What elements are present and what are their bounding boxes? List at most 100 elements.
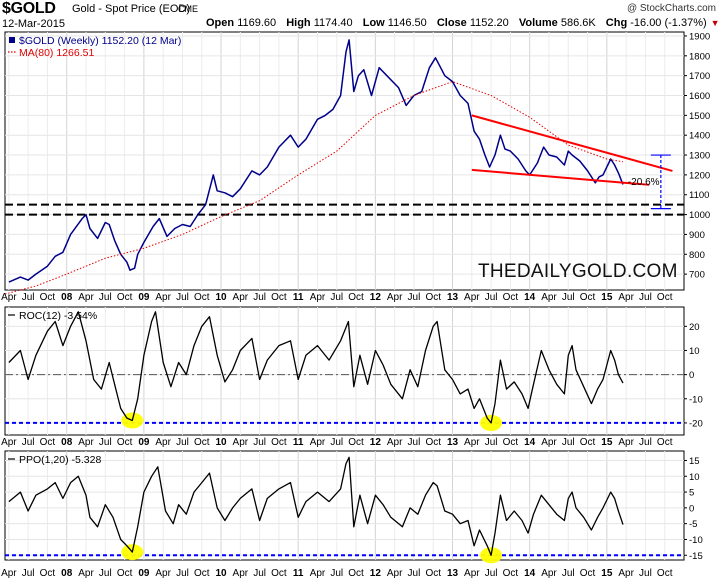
x-tick-label: Jul xyxy=(99,292,112,303)
x-tick-label: Oct xyxy=(117,568,133,579)
x-tick-label: 09 xyxy=(138,568,150,579)
x-tick-label: Apr xyxy=(155,568,171,579)
x-tick-label: Apr xyxy=(233,437,249,448)
panel-frame xyxy=(4,306,685,436)
x-tick-label: Jul xyxy=(176,568,189,579)
ppo-panel: -15 -10 -5 0 5 10 15 PPO(1,20) -5.328 xyxy=(4,450,703,564)
x-tick-label: Oct xyxy=(503,437,519,448)
x-tick-label: Oct xyxy=(40,292,56,303)
indicator-line xyxy=(8,311,624,424)
x-tick-label: 14 xyxy=(524,437,536,448)
x-tick-label: Oct xyxy=(348,568,364,579)
x-tick-label: Jul xyxy=(253,568,266,579)
chg-label: Chg xyxy=(605,17,628,29)
x-tick-label: Jul xyxy=(22,292,35,303)
x-tick-label: Jul xyxy=(330,292,343,303)
y-tick-label: -10 xyxy=(689,394,703,405)
x-tick-label: Oct xyxy=(425,437,441,448)
x-tick-label: Oct xyxy=(40,437,56,448)
open-value: 1169.60 xyxy=(237,17,277,29)
roc-panel: -20 -10 0 10 20 ROC(12) -3.54% xyxy=(4,306,703,436)
x-tick-label: 13 xyxy=(447,568,459,579)
x-tick-label: Jul xyxy=(485,437,498,448)
x-tick-label: 08 xyxy=(61,437,73,448)
x-tick-label: Apr xyxy=(541,292,557,303)
x-tick-label: 14 xyxy=(524,568,536,579)
x-tick-label: 10 xyxy=(215,292,227,303)
open-label: Open xyxy=(206,17,235,29)
x-tick-label: Apr xyxy=(541,437,557,448)
x-tick-label: Oct xyxy=(657,568,673,579)
x-tick-label: Jul xyxy=(99,437,112,448)
x-tick-label: Jul xyxy=(253,437,266,448)
x-tick-label: Apr xyxy=(233,292,249,303)
x-tick-label: Jul xyxy=(253,292,266,303)
chart-symbol: $GOLD xyxy=(2,0,56,17)
x-tick-label: 10 xyxy=(215,568,227,579)
x-tick-label: Oct xyxy=(348,292,364,303)
x-tick-label: Apr xyxy=(541,568,557,579)
x-tick-label: 09 xyxy=(138,292,150,303)
y-tick-label: 0 xyxy=(689,503,694,514)
x-tick-label: Jul xyxy=(485,292,498,303)
panel-frame xyxy=(4,450,685,561)
wedge-trendline xyxy=(471,168,650,186)
y-tick-label: 15 xyxy=(689,456,700,467)
low-value: 1146.50 xyxy=(387,17,427,29)
x-tick-label: Oct xyxy=(580,437,596,448)
x-tick-label: Jul xyxy=(408,437,421,448)
y-tick-label: 0 xyxy=(689,370,694,381)
x-tick-label: 10 xyxy=(215,437,227,448)
x-tick-label: 13 xyxy=(447,437,459,448)
percent-change-label: -20.6% xyxy=(628,177,660,188)
y-tick-label: 1700 xyxy=(689,71,710,82)
x-tick-label: Apr xyxy=(310,437,326,448)
x-tick-label: 12 xyxy=(370,568,382,579)
x-tick-label: Apr xyxy=(1,568,17,579)
y-tick-label: -20 xyxy=(689,418,703,429)
y-tick-label: 1100 xyxy=(689,190,709,201)
x-tick-label: Oct xyxy=(348,437,364,448)
x-tick-label: 12 xyxy=(370,292,382,303)
y-tick-label: -5 xyxy=(689,519,697,530)
y-tick-label: -10 xyxy=(689,535,703,546)
x-tick-label: Apr xyxy=(1,437,17,448)
y-tick-label: 1000 xyxy=(689,210,710,221)
x-tick-label: 08 xyxy=(61,568,73,579)
volume-value: 586.6K xyxy=(560,17,596,29)
x-tick-label: Apr xyxy=(155,292,171,303)
x-tick-label: Jul xyxy=(485,568,498,579)
x-tick-label: Apr xyxy=(387,292,403,303)
high-value: 1174.40 xyxy=(313,17,353,29)
x-tick-label: Jul xyxy=(22,568,35,579)
x-tick-label: Oct xyxy=(271,568,287,579)
ohlc-readout: Open 1169.60 High 1174.40 Low 1146.50 Cl… xyxy=(206,17,720,29)
x-tick-label: Apr xyxy=(233,568,249,579)
watermark-text: THEDAILYGOLD.COM xyxy=(478,261,678,282)
x-tick-label: Jul xyxy=(562,568,575,579)
x-tick-label: 12 xyxy=(370,437,382,448)
legend-entry: $GOLD (Weekly) 1152.20 (12 Mar) xyxy=(19,35,181,47)
x-tick-label: Oct xyxy=(117,292,133,303)
y-tick-label: 10 xyxy=(689,346,700,357)
x-tick-label: Apr xyxy=(464,292,480,303)
close-label: Close xyxy=(436,17,467,29)
exchange-label: CME xyxy=(178,4,198,14)
high-label: High xyxy=(286,17,311,29)
x-tick-label: Jul xyxy=(639,568,652,579)
volume-label: Volume xyxy=(518,17,558,29)
x-tick-label: Jul xyxy=(99,568,112,579)
x-tick-label: Apr xyxy=(78,568,94,579)
legend-entry: MA(80) 1266.51 xyxy=(19,47,94,59)
legend-entry: ROC(12) -3.54% xyxy=(19,310,97,322)
x-tick-label: Jul xyxy=(408,568,421,579)
x-tick-label: Apr xyxy=(618,437,634,448)
legend-swatch xyxy=(9,37,15,43)
x-tick-label: Apr xyxy=(1,292,17,303)
x-tick-label: Apr xyxy=(310,292,326,303)
stockcharts-credit[interactable]: @ StockCharts.com xyxy=(626,3,716,14)
price-panel: 700 800 900 1000 1100 1200 1300 1400 1500 1600 170… xyxy=(4,31,710,295)
x-tick-label: Jul xyxy=(562,437,575,448)
y-tick-label: 900 xyxy=(689,230,705,241)
